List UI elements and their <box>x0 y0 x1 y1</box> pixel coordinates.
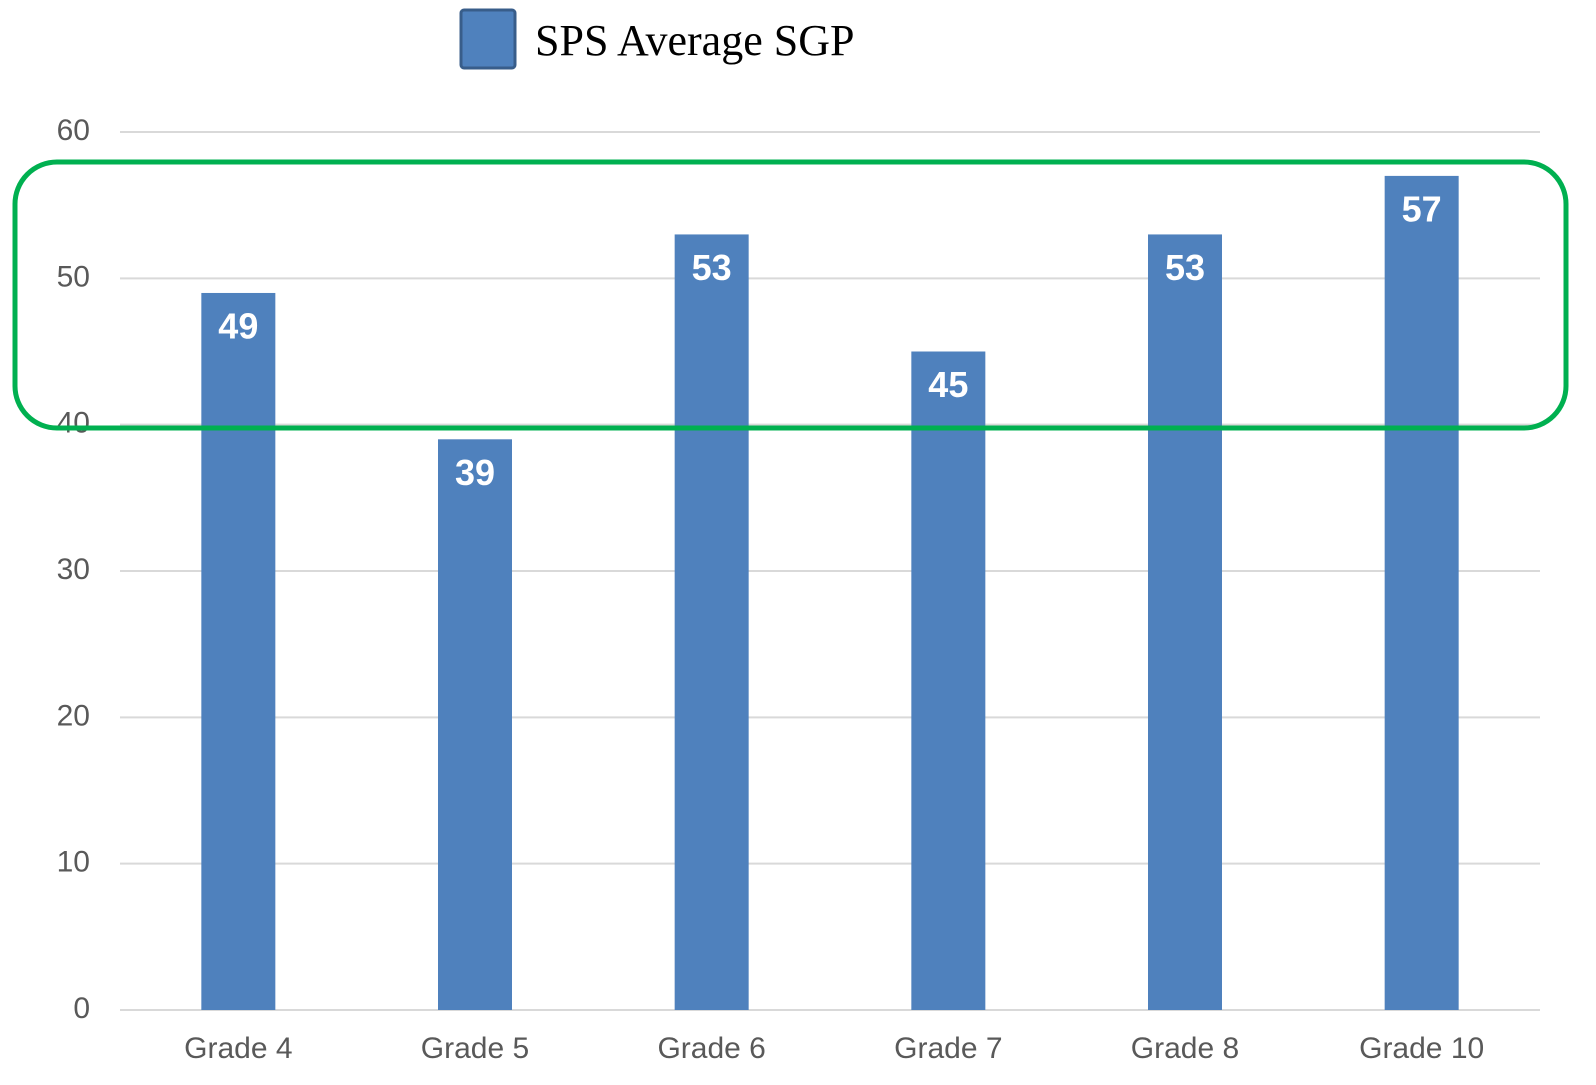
data-label: 49 <box>218 305 258 346</box>
legend-swatch <box>459 8 517 70</box>
bar <box>438 439 512 1010</box>
data-label: 53 <box>692 247 732 288</box>
highlight-box <box>12 159 1569 431</box>
x-tick-label: Grade 8 <box>1131 1032 1239 1065</box>
grid: 0 10 20 30 40 50 60 Grade 4 Grade 5 Grade 6 Grade … <box>57 114 1540 1065</box>
bar <box>911 351 986 1010</box>
bars: 49 39 53 45 53 57 <box>201 175 1459 1010</box>
data-label: 57 <box>1402 188 1442 229</box>
legend-label: SPS Average SGP <box>535 16 854 65</box>
x-tick-label: Grade 10 <box>1359 1032 1484 1065</box>
y-tick-label: 20 <box>57 699 90 732</box>
y-tick-label: 60 <box>57 114 90 147</box>
bar <box>674 234 749 1010</box>
bar <box>1148 234 1222 1010</box>
x-tick-label: Grade 7 <box>894 1032 1002 1065</box>
y-tick-label: 50 <box>57 260 90 293</box>
y-tick-label: 0 <box>73 992 90 1025</box>
y-tick-label: 40 <box>57 407 90 440</box>
bar <box>201 292 276 1010</box>
data-label: 53 <box>1165 247 1205 288</box>
x-tick-label: Grade 6 <box>657 1032 765 1065</box>
x-tick-label: Grade 4 <box>184 1032 292 1065</box>
data-label: 39 <box>455 452 495 493</box>
y-tick-label: 10 <box>57 846 90 879</box>
bar <box>1384 175 1459 1010</box>
x-tick-label: Grade 5 <box>421 1032 529 1065</box>
y-tick-label: 30 <box>57 553 90 586</box>
data-label: 45 <box>928 364 968 405</box>
